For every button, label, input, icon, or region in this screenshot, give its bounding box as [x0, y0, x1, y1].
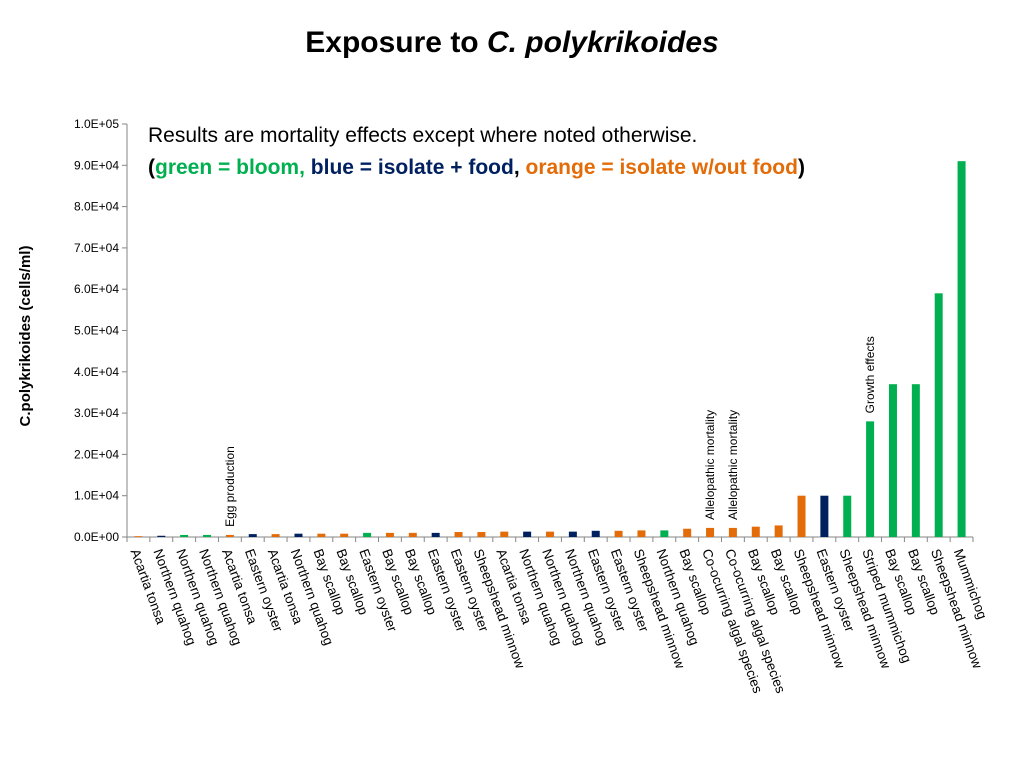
bar: [866, 421, 875, 537]
note-open-paren: (: [148, 156, 155, 179]
bar: [728, 527, 737, 537]
title-plain: Exposure to: [305, 26, 487, 59]
bar: [911, 384, 920, 537]
chart-note: Results are mortality effects except whe…: [148, 120, 868, 184]
bar: [706, 527, 715, 537]
bar: [294, 533, 303, 537]
y-axis-label: C.polykrikoides (cells/ml): [17, 246, 34, 427]
bar: [797, 495, 806, 537]
note-close-paren: ): [797, 156, 805, 179]
bar-annotation: Egg production: [223, 446, 237, 527]
bar: [934, 293, 943, 537]
bar: [957, 161, 966, 538]
bar: [843, 495, 852, 537]
bar-annotation: Growth effects: [863, 336, 877, 413]
bar: [614, 530, 623, 537]
bar: [317, 533, 326, 537]
bar: [820, 495, 829, 537]
bar: [774, 525, 783, 537]
bar: [500, 531, 509, 537]
bar: [180, 534, 189, 537]
bar: [568, 531, 577, 537]
chart-axes: 0.0E+00 1.0E+04 2.0E+04 3.0E+04 4.0E+04 5.0E+…: [74, 117, 974, 544]
y-tick-label: 6.0E+04: [74, 282, 119, 296]
note-green: green = bloom: [155, 156, 300, 179]
bar: [454, 532, 463, 537]
bar: [660, 530, 669, 537]
bar: [203, 534, 212, 537]
bar: [546, 531, 554, 537]
bar: [683, 528, 692, 537]
title-italic: C. polykrikoides: [486, 26, 719, 59]
y-tick-label: 7.0E+04: [74, 241, 119, 255]
bar: [363, 532, 372, 537]
bar: [271, 534, 280, 537]
bar: [248, 534, 257, 537]
note-line1: Results are mortality effects except whe…: [148, 124, 698, 147]
chart-annotations: Egg production Allelopathic mortality Alle…: [223, 336, 877, 527]
bar: [637, 530, 646, 537]
note-sep1: ,: [299, 156, 311, 179]
bar: [591, 530, 600, 537]
y-tick-label: 9.0E+04: [74, 158, 119, 172]
y-tick-label: 8.0E+04: [74, 200, 119, 214]
y-tick-label: 4.0E+04: [74, 365, 119, 379]
bar: [523, 531, 532, 537]
note-orange: orange = isolate w/out food: [525, 156, 798, 179]
y-tick-label: 1.0E+04: [74, 489, 119, 503]
bar: [340, 533, 349, 537]
y-tick-label: 3.0E+04: [74, 406, 119, 420]
y-tick-label: 2.0E+04: [74, 447, 119, 461]
y-tick-label: 5.0E+04: [74, 324, 119, 338]
chart-bars: [134, 161, 966, 538]
bar: [385, 532, 394, 537]
slide-title: Exposure to C. polykrikoides: [0, 26, 1024, 60]
bar: [888, 384, 897, 537]
bar: [408, 532, 417, 537]
y-tick-label: 0.0E+00: [74, 530, 119, 544]
bar: [134, 536, 143, 537]
bar-annotation: Allelopathic mortality: [726, 410, 740, 520]
bar: [431, 532, 440, 537]
note-sep2: ,: [513, 156, 526, 179]
bar: [225, 534, 234, 537]
bar-annotation: Allelopathic mortality: [703, 410, 717, 520]
y-tick-label: 1.0E+05: [74, 117, 119, 131]
bar: [157, 535, 166, 537]
bar: [751, 526, 760, 537]
bar: [477, 532, 486, 537]
note-blue: blue = isolate + food: [310, 156, 514, 179]
